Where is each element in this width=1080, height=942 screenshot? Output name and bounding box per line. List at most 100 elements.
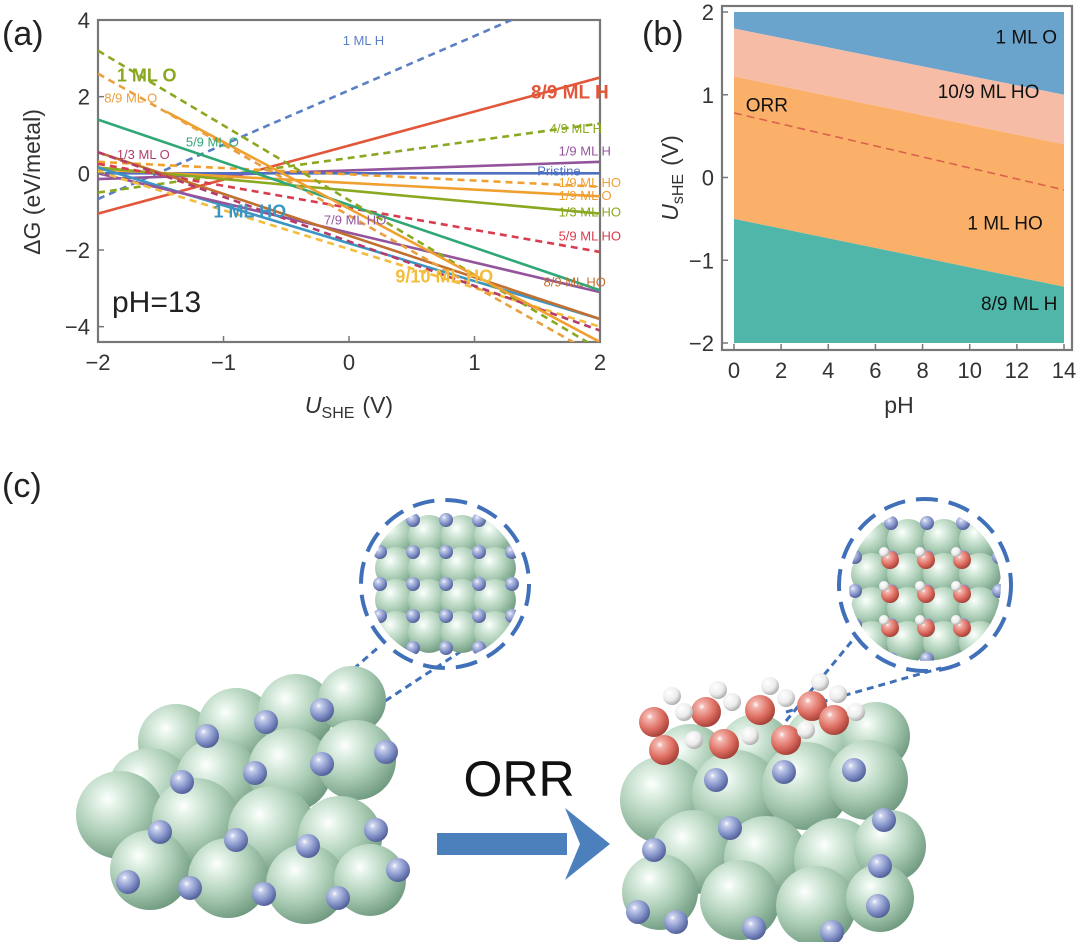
hydrogen-atom [741,727,759,745]
series-label-0: 1 ML H [343,33,384,48]
nitrogen-atom [820,920,844,942]
hydrogen-atom [879,581,889,591]
oxygen-atom [691,697,721,727]
nitrogen-atom [406,577,420,591]
x-tick-label: −2 [85,350,110,375]
nitrogen-atom [920,652,934,661]
nitrogen-atom [626,900,650,924]
region-3 [734,218,1064,343]
nitrogen-atom [884,516,898,530]
reaction-arrow-head [565,808,610,880]
nitrogen-atom [472,641,486,655]
series-label-8: 5/9 ML HO [559,228,621,243]
nitrogen-atom [296,834,320,858]
nitrogen-atom [849,618,862,632]
nitrogen-atom [849,584,862,598]
chart-b-y-axis-symbol: U [657,204,683,221]
reaction-arrow-label: ORR [463,751,574,807]
scheme-c: ORR [76,497,1013,942]
series-line-17 [166,110,600,342]
chart-a-series [98,20,600,342]
nitrogen-atom [439,577,453,591]
hydrogen-atom [709,681,727,699]
nitrogen-atom [849,652,862,661]
series-label-11: 9/10 ML HO [395,267,493,287]
reference-line-label: ORR [746,95,788,116]
series-label-1: 8/9 ML H [531,83,609,104]
nitrogen-atom [178,876,202,900]
metal-atom [474,547,516,589]
region-label-3: 8/9 ML H [981,294,1057,315]
nitrogen-atom [704,768,728,792]
nitrogen-atom [406,641,420,655]
region-label-1: 10/9 ML HO [938,82,1040,103]
hydrogen-atom [951,581,961,591]
nitrogen-atom [505,609,519,623]
region-0 [734,12,1064,95]
metal-atom [441,611,483,653]
hydrogen-atom [675,703,693,721]
y-tick-label: 2 [78,85,90,110]
nitrogen-atom [664,910,688,934]
nitrogen-atom [373,577,387,591]
hydrogen-atom [915,547,925,557]
x-tick-label: 1 [468,350,480,375]
nitrogen-atom [406,545,420,559]
nitrogen-atom [252,882,276,906]
y-tick-label: −2 [689,331,714,356]
nitrogen-atom [386,858,410,882]
metal-atom [441,547,483,589]
nitrogen-atom [842,758,866,782]
nitrogen-atom [406,513,420,527]
hydrogen-atom [915,581,925,591]
oxygen-atom [639,707,669,737]
y-tick-label: 4 [78,8,90,33]
oxygen-atom [709,729,739,759]
metal-atom [266,844,346,924]
chart-b-y-axis-subscript: sHE [670,174,687,204]
x-tick-label: 0 [343,350,355,375]
x-tick-label: −1 [211,350,236,375]
chart-b-regions [734,12,1064,343]
x-tick-label: 8 [916,358,928,383]
y-tick-label: −1 [689,248,714,273]
nitrogen-atom [310,752,334,776]
chart-b-y-axis-label: UsHE (V) [657,135,687,221]
reference-line [734,112,1064,191]
chart-b-x-axis-label: pH [884,392,913,418]
hydrogen-atom [847,703,865,721]
chart-a-series-labels: 1 ML H8/9 ML H4/9 ML H1/9 ML HPristine1/… [104,33,621,289]
hydrogen-atom [951,547,961,557]
chart-a-annotation: pH=13 [112,286,201,319]
nitrogen-atom [505,641,519,655]
metal-atom [408,611,450,653]
nitrogen-atom [439,545,453,559]
metal-atom [408,579,450,621]
nitrogen-atom [374,740,398,764]
nitrogen-atom [868,854,892,878]
zoom-guide-line [289,644,381,726]
nitrogen-atom [742,916,766,940]
slab-pristine [76,666,410,924]
panel-label-c: (c) [2,467,42,505]
oxygen-atom [771,725,801,755]
x-tick-label: 12 [1005,358,1029,383]
metal-atom [408,515,450,557]
x-tick-label: 4 [822,358,834,383]
series-line-10 [98,172,600,294]
series-label-15: 8/9 ML O [104,90,157,105]
chart-b-y-ticks: −2 −1 0 1 2 [689,0,728,356]
nitrogen-atom [472,545,486,559]
chart-a-x-ticks: −2 −1 0 1 2 [85,336,606,375]
metal-atom [375,579,417,621]
chart-b-reference [734,112,1064,191]
nitrogen-atom [772,760,796,784]
zoom-circle-pristine [359,498,531,670]
metal-atom [188,838,268,918]
chart-a-y-ticks: −4 −2 0 2 4 [65,8,104,340]
y-tick-label: 0 [702,166,714,191]
panel-label-a: (a) [2,15,44,53]
chart-a-x-axis-symbol: U [305,392,322,418]
x-tick-label: 0 [728,358,740,383]
series-line-12 [98,151,600,321]
